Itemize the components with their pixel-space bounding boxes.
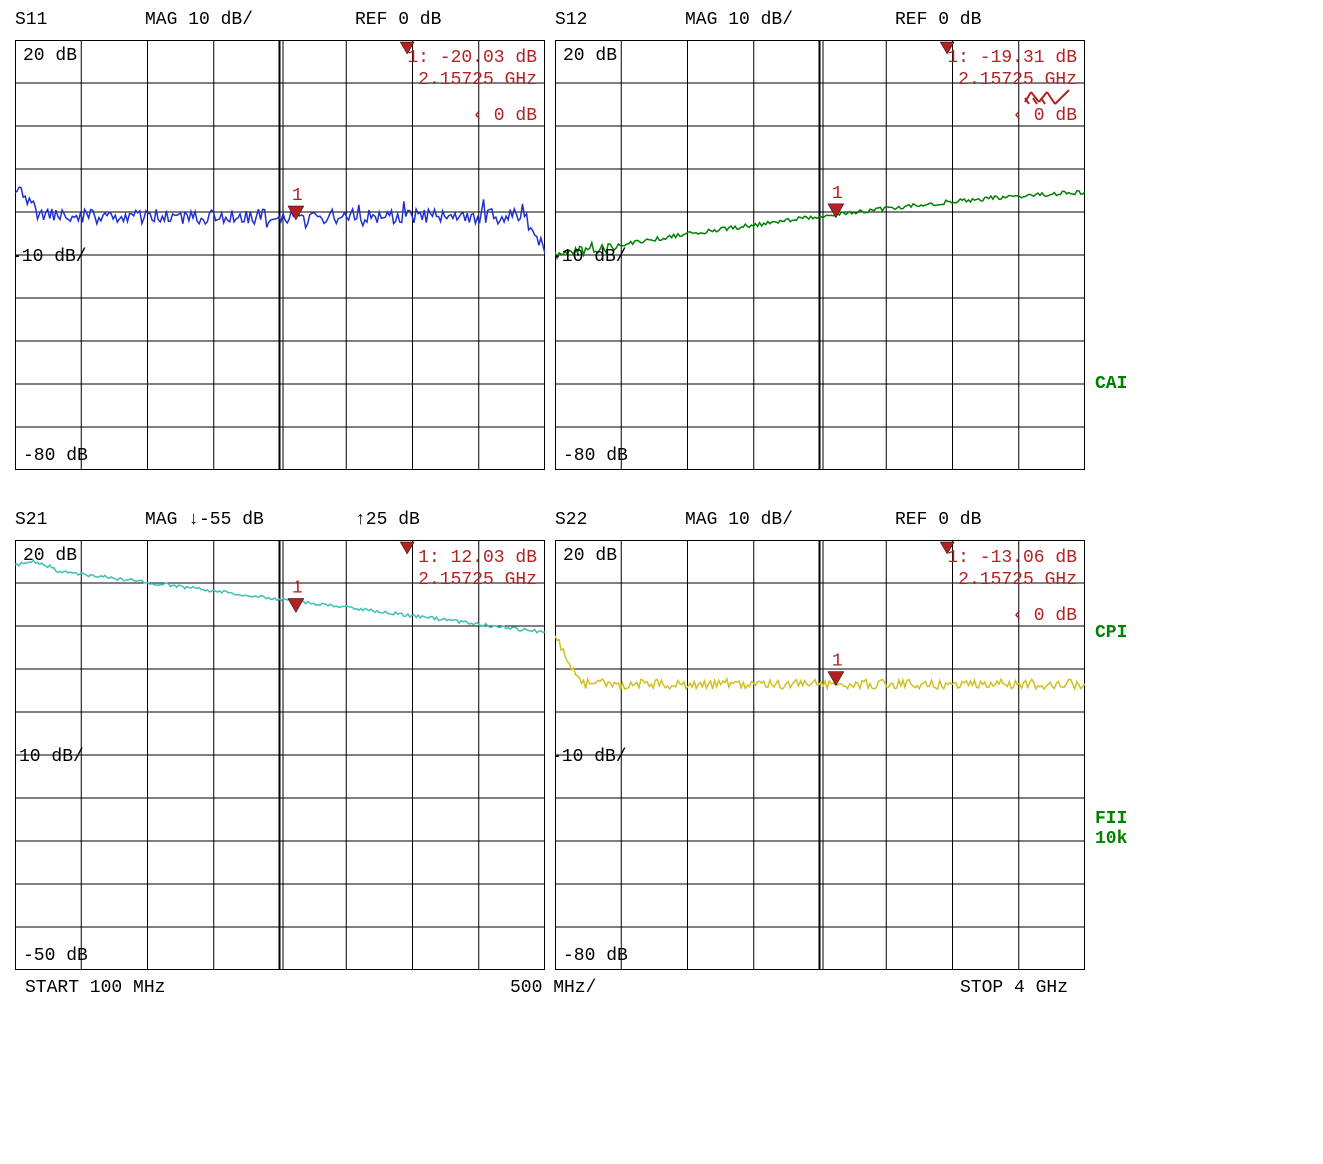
marker-value: 1: -19.31 dB [947,48,1077,68]
bot-scale-label: -80 dB [563,946,628,966]
s-param-label: S11 [15,10,47,30]
panel-header: S21 MAG ↓-55 dB ↑25 dB [15,510,545,536]
s-param-label: S22 [555,510,587,530]
marker-number: 1 [832,184,843,204]
side-label-fii: FII 10k [1095,810,1127,850]
plot-grid: 1 1: 12.03 dB2.15725 GHz 20 dB 10 dB/ -50 dB [15,540,545,970]
marker-freq: 2.15725 GHz [418,570,537,590]
top-scale-label: 20 dB [563,46,617,66]
mid-scale-label: -10 dB/ [555,247,627,267]
panel-s21: S21 MAG ↓-55 dB ↑25 dB 1 1: 12.03 dB2.15725 … [15,510,545,970]
start-freq-label: START 100 MHz [25,978,165,998]
mid-scale-label: 10 dB/ [19,747,84,767]
marker-freq: 2.15725 GHz [958,70,1077,90]
marker-number: 1 [292,579,303,599]
mag-label: MAG 10 dB/ [685,10,793,30]
plot-grid: 1 1: -19.31 dB2.15725 GHz ‹ 0 dB 20 dB -10 d… [555,40,1085,470]
s-param-label: S12 [555,10,587,30]
mid-scale-label: -10 dB/ [15,247,87,267]
bot-scale-label: -80 dB [23,446,88,466]
top-scale-label: 20 dB [23,546,77,566]
marker-freq: 2.15725 GHz [418,70,537,90]
marker-ref: ‹ 0 dB [472,106,537,126]
marker-value: 1: -20.03 dB [407,48,537,68]
stop-freq-label: STOP 4 GHz [960,978,1068,998]
avg-icon [1025,90,1069,104]
ref-label: REF 0 dB [355,10,441,30]
mid-scale-label: -10 dB/ [555,747,627,767]
mag-label: MAG 10 dB/ [685,510,793,530]
ref-label: REF 0 dB [895,510,981,530]
panel-s11: S11 MAG 10 dB/REF 0 dB 1 1: -20.03 dB2.1572… [15,10,545,470]
marker-value: 1: -13.06 dB [947,548,1077,568]
top-scale-label: 20 dB [23,46,77,66]
vna-display: S11MAG 10 dB/REF 0 dB11: -20.03 dB2.1572… [10,10,1313,1154]
top-scale-label: 20 dB [563,546,617,566]
bot-scale-label: -50 dB [23,946,88,966]
marker-ref: ‹ 0 dB [1012,106,1077,126]
marker-number: 1 [832,652,843,672]
s-param-label: S21 [15,510,47,530]
panel-header: S22 MAG 10 dB/REF 0 dB [555,510,1085,536]
panel-header: S11 MAG 10 dB/REF 0 dB [15,10,545,36]
marker-freq: 2.15725 GHz [958,570,1077,590]
step-freq-label: 500 MHz/ [510,978,596,998]
plot-grid: 1 1: -20.03 dB2.15725 GHz ‹ 0 dB 20 dB -10 d… [15,40,545,470]
panel-header: S12 MAG 10 dB/REF 0 dB [555,10,1085,36]
bot-scale-label: -80 dB [563,446,628,466]
panel-s22: S22 MAG 10 dB/REF 0 dB 1 1: -13.06 dB2.1572… [555,510,1085,970]
plot-grid: 1 1: -13.06 dB2.15725 GHz ‹ 0 dB 20 dB -10 d… [555,540,1085,970]
side-label-cai: CAI [1095,375,1127,395]
mag-label: MAG 10 dB/ [145,10,253,30]
mag-label: MAG ↓-55 dB [145,510,264,530]
side-label-cpi: CPI [1095,624,1127,644]
marker-value: 1: 12.03 dB [418,548,537,568]
marker-number: 1 [292,186,303,206]
ref-label: ↑25 dB [355,510,420,530]
panel-s12: S12 MAG 10 dB/REF 0 dB 1 1: -19.31 dB2.1572… [555,10,1085,470]
marker-ref: ‹ 0 dB [1012,606,1077,626]
ref-label: REF 0 dB [895,10,981,30]
